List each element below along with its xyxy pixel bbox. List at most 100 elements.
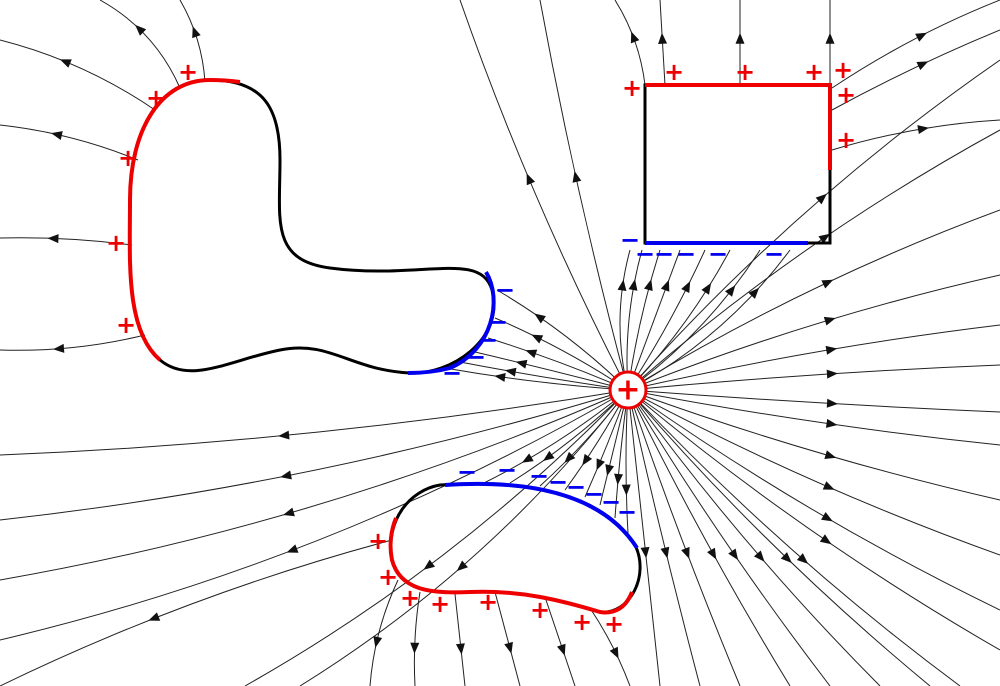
field-arrow [456,560,468,572]
field-line [0,389,629,456]
field-arrow [582,453,593,466]
field-arrow [556,643,566,656]
field-arrow [822,481,835,490]
field-arrow [605,464,615,476]
field-line [627,389,831,686]
field-arrow [455,643,465,655]
field-arrow [819,534,832,545]
field-arrow [630,31,640,44]
charge-sign: − [620,226,640,254]
field-line [459,0,629,391]
field-arrow [681,281,691,294]
field-arrow [564,451,576,463]
field-line [627,389,741,686]
field-line [454,593,466,686]
field-arrow [915,32,928,42]
charge-sign: − [584,480,604,508]
field-line [0,237,133,246]
field-line [627,389,1000,446]
field-arrow [628,279,638,291]
field-arrow [825,345,838,355]
charge-sign: + [572,608,592,636]
charge-sign: + [604,610,624,638]
field-arrow [515,359,528,369]
field-arrow [494,373,506,382]
field-arrow [47,234,59,244]
charge-sign: − [497,456,517,484]
field-arrow [596,458,605,471]
field-line [496,289,629,391]
field-line [539,0,629,391]
field-line [487,337,629,391]
field-arrow [825,418,838,428]
field-line [614,0,646,86]
charge-signs: +++++++ + + ++++++ + + + + +−−−−−−−− − − −− − −−−−−− [106,56,856,638]
field-line [627,389,1000,611]
field-arrow [192,26,201,39]
field-line [627,249,761,391]
field-line [627,364,1000,391]
charge-sign: − [601,488,621,516]
field-arrow [796,553,809,564]
source-charge [608,370,648,410]
charge-sign: + [178,58,198,86]
field-arrow [373,636,383,648]
charge-sign: − [457,458,477,486]
field-line [0,39,156,111]
field-arrow [821,279,834,289]
field-line [0,389,629,641]
field-line [474,351,629,391]
charge-sign: − [764,240,784,268]
charge-sign: − [676,240,696,268]
field-arrow [917,125,929,134]
field-arrow [753,550,765,562]
field-line [627,249,731,391]
field-arrow [148,612,161,621]
field-arrow [748,287,760,299]
charge-sign: + [368,527,388,555]
field-arrow [283,507,295,517]
field-arrow [818,233,831,244]
field-arrow [826,398,839,408]
field-arrow [525,349,538,359]
field-arrow [280,470,292,480]
field-line [299,389,629,686]
field-arrow [609,646,619,659]
field-arrow [658,32,668,45]
charge-sign: − [654,240,674,268]
field-line [369,579,399,686]
field-line [627,389,1000,556]
field-arrow [701,282,712,295]
charge-sign: + [430,590,450,618]
field-arrow [823,316,836,326]
field-arrow [644,279,653,291]
charge-sign: − [478,326,498,354]
charge-sign: + [478,588,498,616]
field-arrow [826,369,838,379]
field-line [627,274,1000,391]
field-line [544,596,576,686]
positive-region [645,83,832,170]
charge-sign: − [635,240,655,268]
charge-sign: − [495,276,515,304]
positive-region [127,77,241,362]
field-arrow [728,548,739,561]
field-arrow [526,173,536,186]
field-arrow [660,279,670,292]
field-arrow [534,313,546,324]
field-arrow [51,131,63,140]
charge-sign: − [529,462,549,490]
negative-region [444,481,639,550]
field-line [627,324,1000,391]
field-line [626,249,643,391]
field-arrow [660,546,670,559]
charge-sign: − [617,498,637,526]
field-arrow [531,334,544,344]
field-arrow [135,24,147,36]
conductor-rectangle [643,83,832,245]
field-arrow [53,343,65,353]
charge-sign: − [566,473,586,501]
